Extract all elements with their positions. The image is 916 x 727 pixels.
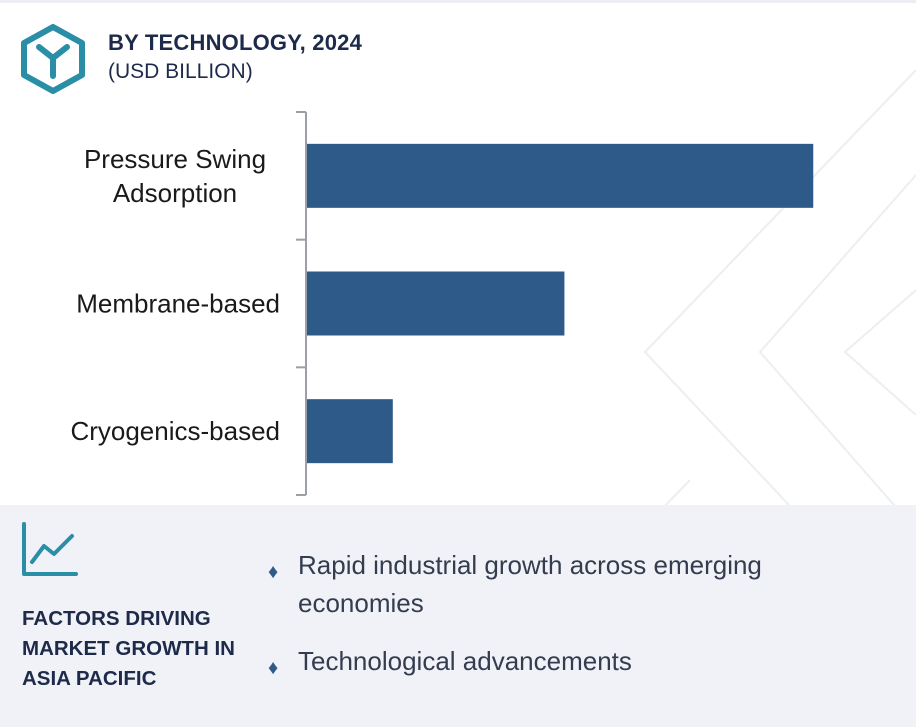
- bar: [307, 143, 814, 208]
- factor-text: Technological advancements: [298, 646, 632, 676]
- bar-chart: Pressure Swing Adsorption Membrane-based Cr…: [70, 111, 814, 496]
- diamond-bullet-icon: ♦: [268, 657, 279, 679]
- diamond-bullet-icon: ♦: [268, 561, 279, 583]
- category-label: Pressure Swing Adsorption: [84, 144, 266, 208]
- top-divider: [0, 0, 916, 3]
- chart-subtitle: (USD BILLION): [108, 60, 253, 83]
- chart-title: BY TECHNOLOGY, 2024: [108, 30, 363, 55]
- cube-logo-icon: [21, 24, 85, 94]
- factor-item: ♦ Technological advancements: [268, 642, 858, 680]
- factors-heading: FACTORS DRIVING MARKET GROWTH IN ASIA PA…: [22, 607, 235, 690]
- bar: [307, 271, 565, 336]
- factors-panel: [0, 505, 916, 727]
- factor-item: ♦ Rapid industrial growth across emergin…: [268, 546, 858, 622]
- category-label: Cryogenics-based: [70, 416, 280, 446]
- trend-chart-icon: [22, 522, 78, 576]
- factor-text: Rapid industrial growth across emerging …: [298, 550, 762, 618]
- category-label: Membrane-based: [76, 289, 280, 319]
- bar: [307, 399, 393, 464]
